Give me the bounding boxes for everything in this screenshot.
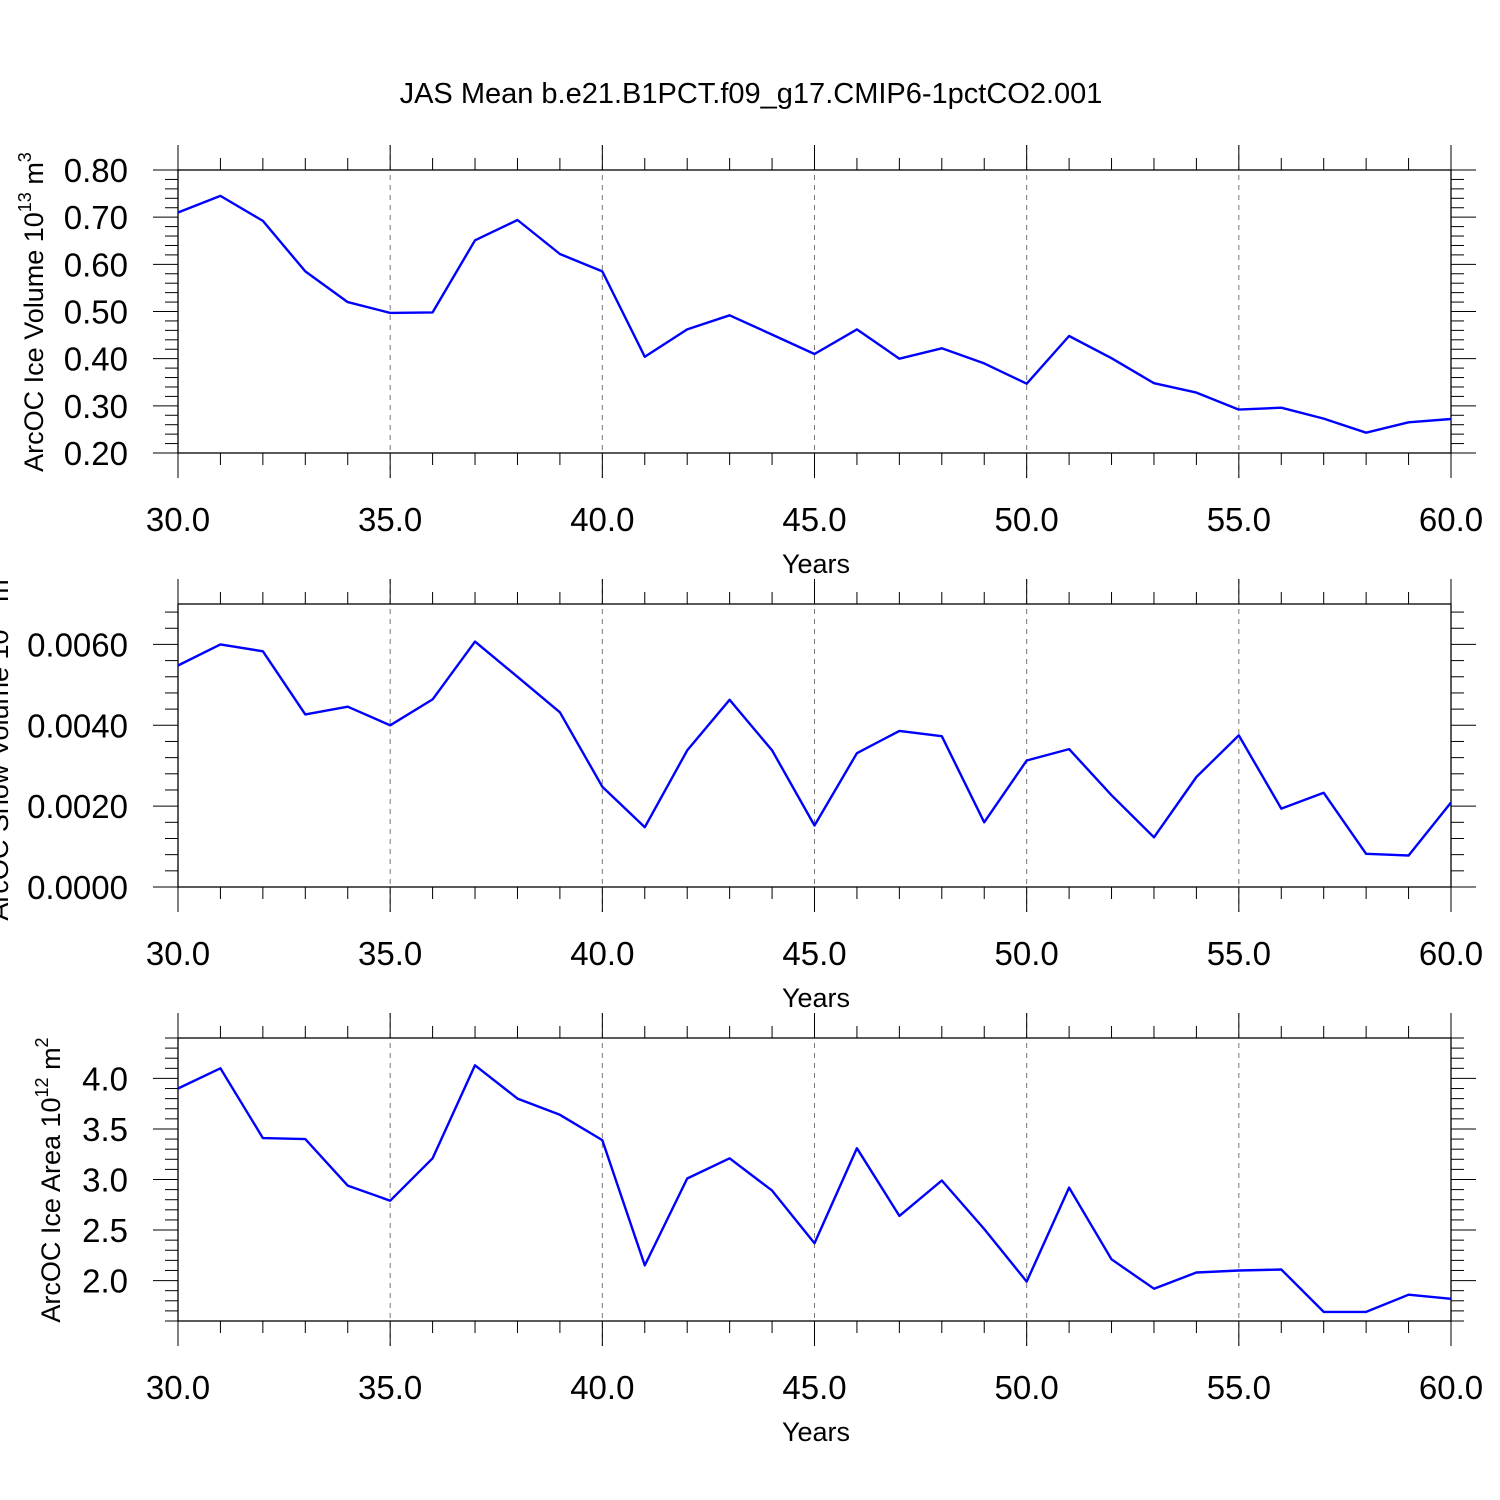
y-axis-label-unit-exponent: 3: [15, 152, 35, 162]
x-tick-label: 55.0: [1207, 935, 1271, 972]
y-tick-label: 4.0: [82, 1060, 128, 1097]
y-axis-label-text: ArcOC Ice Volume 10: [19, 212, 49, 472]
x-tick-label: 50.0: [995, 935, 1059, 972]
x-tick-label: 50.0: [995, 1369, 1059, 1406]
y-tick-label: 0.20: [64, 435, 128, 472]
y-axis-label-unit: m: [36, 1047, 66, 1077]
series-line: [177, 640, 1452, 857]
y-tick-label: 0.80: [64, 152, 128, 189]
x-tick-label: 40.0: [570, 1369, 634, 1406]
y-tick-label: 3.5: [82, 1111, 128, 1148]
x-tick-label: 50.0: [995, 501, 1059, 538]
x-tick-label: 60.0: [1419, 1369, 1483, 1406]
plot-frame: [177, 169, 1452, 454]
y-tick-label: 0.0060: [27, 626, 128, 663]
y-axis-label-unit: m: [0, 579, 14, 609]
x-tick-label: 40.0: [570, 501, 634, 538]
x-tick-label: 30.0: [146, 501, 210, 538]
x-tick-label: 30.0: [146, 1369, 210, 1406]
y-axis-label-ice-area: ArcOC Ice Area 1012 m2: [32, 1037, 66, 1322]
y-axis-label-exponent: 12: [32, 1077, 52, 1097]
y-axis-label-unit: m: [19, 162, 49, 192]
y-tick-label: 0.0020: [27, 788, 128, 825]
x-axis-label: Years: [782, 983, 850, 1013]
y-tick-label: 0.30: [64, 388, 128, 425]
series-line: [177, 1064, 1452, 1314]
x-tick-label: 60.0: [1419, 935, 1483, 972]
panel-ice-volume: ArcOC Ice Volume 1013 m3 Years 30.0 35.0 4…: [15, 145, 1483, 579]
y-tick-label: 0.0040: [27, 707, 128, 744]
y-axis-label-text: ArcOC Ice Area 10: [36, 1097, 66, 1322]
x-tick-label: 45.0: [782, 935, 846, 972]
y-tick-label: 2.0: [82, 1263, 128, 1300]
x-tick-label: 35.0: [358, 1369, 422, 1406]
y-tick-label: 3.0: [82, 1162, 128, 1199]
x-tick-label: 45.0: [782, 501, 846, 538]
x-tick-label: 35.0: [358, 501, 422, 538]
panel-snow-volume: ArcOC Snow Volume 1013 m3 Years 30.0 35.0…: [0, 569, 1483, 1013]
y-axis-label-unit-exponent: 2: [32, 1037, 52, 1047]
plot-frame: [177, 603, 1452, 888]
x-tick-label: 55.0: [1207, 501, 1271, 538]
chart-title: JAS Mean b.e21.B1PCT.f09_g17.CMIP6-1pctC…: [400, 78, 1103, 110]
x-tick-label: 45.0: [782, 1369, 846, 1406]
y-tick-label: 0.70: [64, 199, 128, 236]
panel-ice-area: ArcOC Ice Area 1012 m2 Years 30.0 35.0 40.…: [32, 1013, 1483, 1447]
x-tick-label: 60.0: [1419, 501, 1483, 538]
y-axis-label-text: ArcOC Snow Volume 10: [0, 629, 14, 920]
series-line: [177, 194, 1452, 434]
y-axis-label-snow-volume: ArcOC Snow Volume 1013 m3: [0, 569, 14, 920]
y-tick-label: 0.50: [64, 294, 128, 331]
y-axis-label-ice-volume: ArcOC Ice Volume 1013 m3: [15, 152, 49, 472]
x-axis-label: Years: [782, 549, 850, 579]
y-tick-label: 0.0000: [27, 869, 128, 906]
x-tick-label: 55.0: [1207, 1369, 1271, 1406]
y-tick-label: 0.60: [64, 246, 128, 283]
x-tick-label: 40.0: [570, 935, 634, 972]
x-tick-label: 35.0: [358, 935, 422, 972]
y-axis-label-exponent: 13: [15, 192, 35, 212]
plot-frame: [177, 1037, 1452, 1322]
y-tick-label: 2.5: [82, 1212, 128, 1249]
x-tick-label: 30.0: [146, 935, 210, 972]
x-axis-label: Years: [782, 1417, 850, 1447]
y-tick-label: 0.40: [64, 341, 128, 378]
